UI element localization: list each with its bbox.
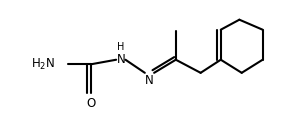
Text: O: O bbox=[86, 97, 95, 110]
Text: N: N bbox=[145, 74, 154, 87]
Text: H$_2$N: H$_2$N bbox=[31, 57, 55, 72]
Text: N: N bbox=[116, 53, 125, 66]
Text: H: H bbox=[117, 42, 125, 52]
